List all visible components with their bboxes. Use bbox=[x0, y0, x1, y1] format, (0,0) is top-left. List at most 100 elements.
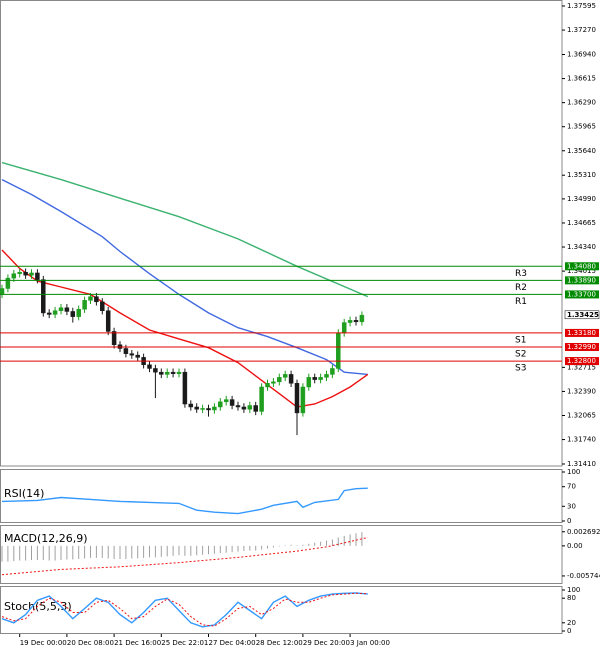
candle-body bbox=[330, 368, 335, 375]
candle-body bbox=[235, 405, 241, 408]
candle-body bbox=[253, 405, 258, 412]
candle-body bbox=[23, 271, 28, 276]
candle-body bbox=[105, 310, 111, 332]
level-name: R2 bbox=[515, 283, 527, 293]
level-price-box bbox=[565, 357, 599, 366]
y-tick-label: 1.36290 bbox=[567, 99, 596, 107]
candle-body bbox=[306, 377, 312, 388]
y-tick-label: 1.35965 bbox=[567, 123, 596, 131]
last-price-box bbox=[564, 310, 600, 320]
candle-body bbox=[259, 386, 264, 412]
level-price: 1.33180 bbox=[567, 329, 596, 337]
moving-average bbox=[1, 178, 368, 376]
y-tick-label: 100 bbox=[567, 468, 580, 476]
indicator-line bbox=[1, 487, 368, 515]
x-tick-label: 20 Dec 08:00 bbox=[67, 639, 114, 647]
y-tick-label: 80 bbox=[567, 594, 576, 602]
last-price: 1.33425 bbox=[567, 311, 599, 319]
candle-body bbox=[29, 272, 34, 276]
candle-body bbox=[212, 406, 217, 411]
level-price: 1.32800 bbox=[567, 357, 596, 365]
level-price-box bbox=[565, 262, 599, 271]
candle-body bbox=[111, 331, 117, 346]
candle-body bbox=[159, 371, 164, 375]
candle-body bbox=[282, 374, 288, 378]
level-price-box bbox=[565, 276, 599, 285]
macd-panel bbox=[0, 525, 563, 584]
candle-body bbox=[359, 314, 365, 323]
candle-body bbox=[46, 312, 52, 315]
level-name: S2 bbox=[515, 350, 526, 360]
y-tick-label: 1.34665 bbox=[567, 219, 596, 227]
stoch-panel bbox=[0, 586, 563, 634]
y-tick-label: 1.36615 bbox=[567, 75, 596, 83]
candle-body bbox=[218, 401, 223, 408]
candle-body bbox=[35, 272, 40, 280]
y-tick-label: 0 bbox=[567, 627, 571, 635]
y-tick-label: 1.32065 bbox=[567, 411, 596, 419]
level-price-box bbox=[565, 290, 599, 299]
candle-body bbox=[100, 301, 105, 311]
x-tick-label: 19 Dec 00:00 bbox=[20, 639, 67, 647]
candle-body bbox=[164, 371, 170, 375]
candle-body bbox=[206, 408, 211, 411]
y-tick-label: 1.34990 bbox=[567, 195, 596, 203]
candle-body bbox=[200, 408, 205, 410]
level-price: 1.33700 bbox=[567, 290, 596, 298]
candle-body bbox=[182, 371, 188, 405]
candle-body bbox=[82, 300, 87, 310]
candle-body bbox=[347, 320, 353, 323]
level-name: R3 bbox=[515, 269, 527, 279]
candle-body bbox=[277, 377, 282, 383]
candle-body bbox=[123, 348, 129, 354]
candle-body bbox=[70, 311, 76, 317]
y-tick-label: 20 bbox=[567, 619, 576, 627]
candle-body bbox=[300, 386, 306, 414]
y-tick-label: 0.002692 bbox=[567, 528, 600, 536]
candle-body bbox=[153, 368, 158, 373]
moving-average bbox=[1, 249, 369, 408]
panel-title: MACD(12,26,9) bbox=[4, 532, 88, 545]
level-price: 1.33890 bbox=[567, 276, 596, 284]
candle-body bbox=[52, 310, 58, 315]
y-tick-label: 0 bbox=[567, 517, 571, 525]
level-name: S3 bbox=[515, 364, 526, 374]
y-tick-label: 1.34015 bbox=[567, 267, 596, 275]
candle-body bbox=[176, 371, 182, 374]
y-tick-label: 1.35640 bbox=[567, 147, 596, 155]
candle-body bbox=[0, 288, 5, 295]
x-tick-label: 27 Dec 04:00 bbox=[209, 639, 256, 647]
candle-body bbox=[341, 322, 347, 334]
y-tick-label: 70 bbox=[567, 483, 576, 491]
x-tick-label: 25 Dec 22:01 bbox=[161, 639, 208, 647]
candle-body bbox=[5, 277, 11, 289]
candle-body bbox=[58, 307, 64, 311]
indicator-line bbox=[1, 592, 368, 628]
y-tick-label: 1.37595 bbox=[567, 2, 596, 10]
moving-average bbox=[1, 161, 369, 298]
main-panel bbox=[0, 0, 563, 467]
y-tick-label: -0.005744 bbox=[567, 572, 600, 580]
y-tick-label: 1.31410 bbox=[567, 460, 596, 468]
candle-body bbox=[64, 307, 70, 312]
y-tick-label: 1.31740 bbox=[567, 436, 596, 444]
x-tick-label: 21 Dec 16:00 bbox=[114, 639, 161, 647]
candle-body bbox=[188, 403, 194, 408]
y-tick-label: 1.32390 bbox=[567, 387, 596, 395]
candle-body bbox=[312, 377, 317, 380]
candle-body bbox=[147, 364, 152, 369]
rsi-panel bbox=[0, 469, 563, 523]
candle-body bbox=[194, 406, 199, 410]
candle-body bbox=[41, 279, 46, 314]
panel-title: RSI(14) bbox=[4, 487, 44, 500]
candle-body bbox=[247, 405, 253, 410]
candle-body bbox=[265, 383, 270, 388]
level-price: 1.32990 bbox=[567, 343, 596, 351]
y-tick-label: 100 bbox=[567, 586, 580, 594]
candle-body bbox=[17, 271, 22, 274]
y-tick-label: 1.35310 bbox=[567, 171, 596, 179]
candle-body bbox=[288, 374, 294, 384]
level-price-box bbox=[565, 328, 599, 337]
x-tick-label: 29 Dec 20:00 bbox=[303, 639, 350, 647]
